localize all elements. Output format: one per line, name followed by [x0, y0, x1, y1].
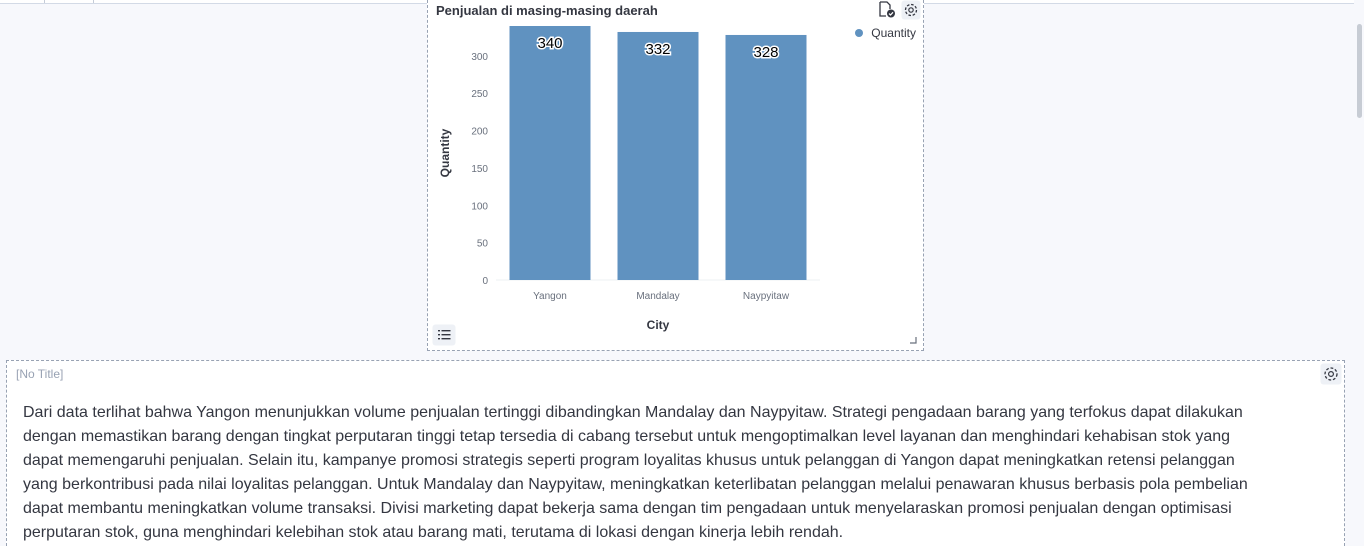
x-tick-label: Yangon [533, 291, 567, 302]
bar [617, 31, 699, 280]
top-bar-divider [44, 0, 45, 3]
y-axis-title: Quantity [438, 128, 452, 177]
gear-icon[interactable] [901, 0, 921, 20]
x-tick-label: Naypyitaw [743, 291, 790, 302]
list-icon[interactable] [432, 324, 456, 346]
y-tick-label: 150 [471, 164, 488, 175]
text-line: dapat memengaruhi penjualan. Selain itu,… [23, 452, 1235, 469]
bar-data-label: 332 [645, 41, 670, 58]
scrollbar-thumb[interactable] [1357, 24, 1362, 118]
y-tick-label: 100 [471, 201, 488, 212]
y-tick-label: 250 [471, 89, 488, 100]
top-bar-divider [93, 0, 94, 3]
text-line: dengan memastikan barang dengan tingkat … [23, 428, 1231, 445]
bar [725, 34, 807, 280]
panel-title: [No Title] [16, 367, 64, 381]
bar [509, 26, 591, 280]
markdown-panel: [No Title] Dari data terlihat bahwa Yang… [6, 360, 1345, 546]
legend-label: Quantity [871, 26, 916, 40]
panel-title: Penjualan di masing-masing daerah [436, 3, 658, 18]
markdown-text: Dari data terlihat bahwa Yangon menunjuk… [23, 401, 1323, 545]
text-line: yang berkontribusi pada nilai loyalitas … [23, 476, 1248, 493]
y-tick-label: 50 [477, 239, 489, 250]
text-line: Dari data terlihat bahwa Yangon menunjuk… [23, 404, 1243, 421]
bar-chart: 0 50 100 150 200 250 300 340 Yangon 332 Mandalay 32… [438, 26, 820, 332]
bar-data-label: 340 [537, 35, 562, 52]
text-line: perputaran stok, guna menghindari kelebi… [23, 524, 844, 541]
x-tick-label: Mandalay [636, 291, 679, 302]
document-check-icon[interactable] [878, 1, 896, 19]
y-tick-label: 300 [471, 52, 488, 63]
x-axis-title: City [647, 318, 670, 332]
text-line: dapat membantu meningkatkan volume trans… [23, 500, 1232, 517]
y-tick-label: 0 [482, 276, 488, 287]
legend-color-dot [855, 29, 864, 37]
bar-data-label: 328 [753, 44, 778, 61]
y-tick-label: 200 [471, 127, 488, 138]
gear-icon[interactable] [1320, 363, 1342, 385]
chart-panel: Penjualan di masing-masing daerah Quanti… [427, 0, 924, 351]
chart-legend[interactable]: Quantity [855, 26, 916, 40]
resize-handle-icon[interactable] [908, 335, 918, 345]
scrollbar[interactable] [1354, 0, 1364, 546]
